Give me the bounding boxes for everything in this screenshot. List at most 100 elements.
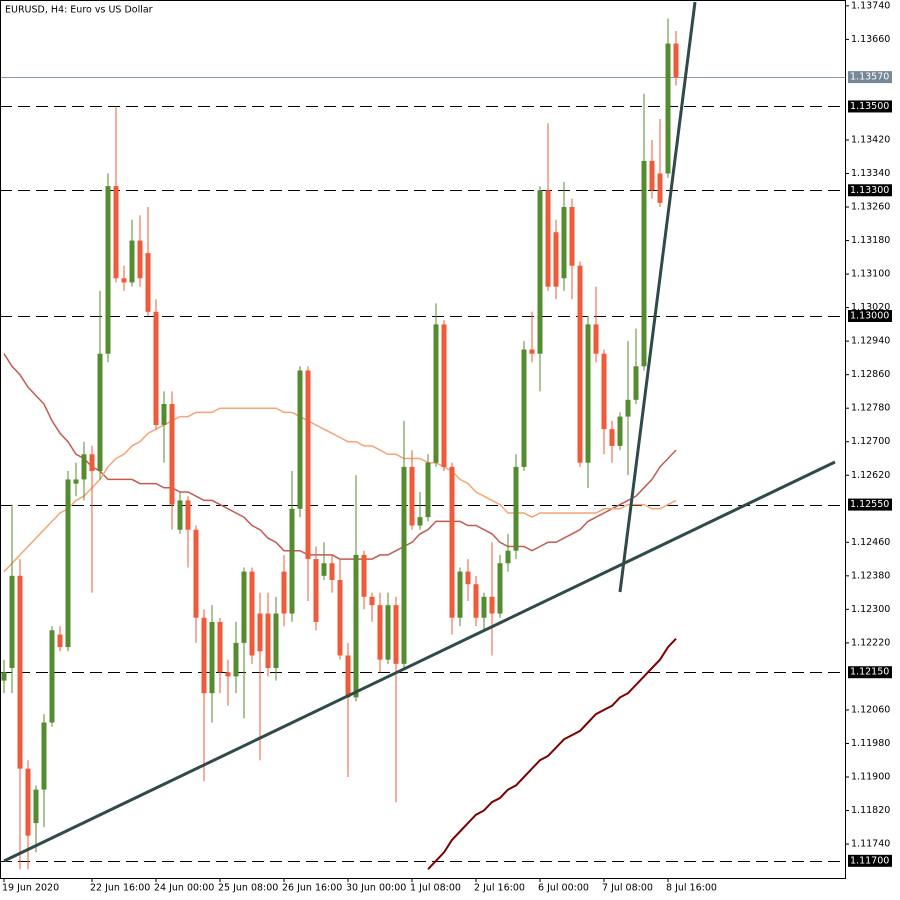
candle-body [401,466,407,664]
candle-body [377,605,383,660]
candle-body [665,43,671,174]
candle-body [497,563,503,614]
candle-body [457,571,463,618]
y-tick-label: 1.12300 [851,604,890,615]
candle-body [65,479,71,648]
y-tick-label: 1.12620 [851,470,890,481]
candle-body [193,529,199,618]
candle-body [609,429,615,446]
candle-body [545,190,551,287]
candle-body [585,324,591,463]
candle-body [521,349,527,467]
y-tick-label: 1.13340 [851,168,890,179]
level-label: 1.12150 [850,667,889,678]
y-tick-label: 1.13020 [851,302,890,313]
y-tick-label: 1.12940 [851,336,890,347]
candle-body [57,634,63,648]
candle-body [89,454,95,472]
candle-body [385,605,391,660]
candle-body [561,207,567,279]
level-label: 1.11700 [850,855,889,866]
candle-body [33,789,39,824]
candle-body [433,324,439,463]
level-label: 1.12550 [850,499,889,510]
candle-body [625,399,631,417]
candle-body [345,655,351,698]
trendline [3,460,836,863]
candle-body [369,596,375,606]
x-tick-label: 1 Jul 08:00 [410,883,461,894]
y-tick-label: 1.12220 [851,637,890,648]
x-tick-label: 8 Jul 16:00 [666,883,717,894]
candle-body [553,232,559,287]
candle-body [217,621,223,673]
candle-body [121,278,127,283]
y-tick-label: 1.13660 [851,34,890,45]
y-tick-label: 1.12460 [851,537,890,548]
level-label: 1.13570 [850,72,889,83]
candle-body [209,621,215,694]
candle-body [449,466,455,618]
y-tick-label: 1.13420 [851,134,890,145]
candle-body [593,324,599,354]
candle-body [393,605,399,664]
y-tick-label: 1.11900 [851,771,890,782]
level-label: 1.13300 [850,185,889,196]
level-label-box [848,100,892,113]
moving-average [427,638,677,870]
candle-body [177,500,183,530]
x-tick-label: 24 Jun 00:00 [154,883,214,894]
candle-body [233,642,239,677]
x-tick-label: 6 Jul 00:00 [538,883,589,894]
candle-body [633,366,639,400]
x-tick-label: 30 Jun 00:00 [346,883,406,894]
candle-body [577,265,583,463]
candle-body [153,311,159,425]
candle-body [305,370,311,560]
candle-body [529,349,535,354]
x-tick-label: 2 Jul 16:00 [474,883,525,894]
candle-body [601,353,607,430]
candle-body [41,722,47,790]
level-label-box [848,854,892,867]
candle-body [129,240,135,283]
x-tick-label: 26 Jun 16:00 [282,883,342,894]
candle-body [537,190,543,354]
candle-body [481,596,487,618]
candle-body [1,672,7,681]
level-label-box [848,666,892,679]
candle-body [313,559,319,622]
candle-body [617,416,623,446]
plot-area [0,18,845,870]
candle-body [649,160,655,191]
candle-body [425,462,431,518]
level-label-box [848,184,892,197]
candle-body [169,404,175,505]
frame [0,0,846,879]
x-tick-label: 7 Jul 08:00 [602,883,653,894]
x-tick-label: 22 Jun 16:00 [90,883,150,894]
y-tick-label: 1.13100 [851,269,890,280]
candle-body [409,466,415,526]
candle-body [329,563,335,581]
candle-body [113,186,119,279]
candle-body [657,173,663,203]
level-label-box [848,498,892,511]
candle-body [673,43,679,78]
candle-body [489,596,495,614]
candle-body [465,571,471,585]
x-tick-label: 25 Jun 08:00 [218,883,278,894]
y-tick-label: 1.11820 [851,805,890,816]
candle-body [505,550,511,564]
candle-body [161,404,167,425]
level-label: 1.13000 [850,310,889,321]
candle-body [97,353,103,472]
candle-body [473,584,479,618]
candle-body [273,613,279,669]
candle-body [49,630,55,723]
candle-body [17,575,23,769]
y-tick-label: 1.12700 [851,436,890,447]
candle-body [337,580,343,656]
candle-body [289,508,295,614]
